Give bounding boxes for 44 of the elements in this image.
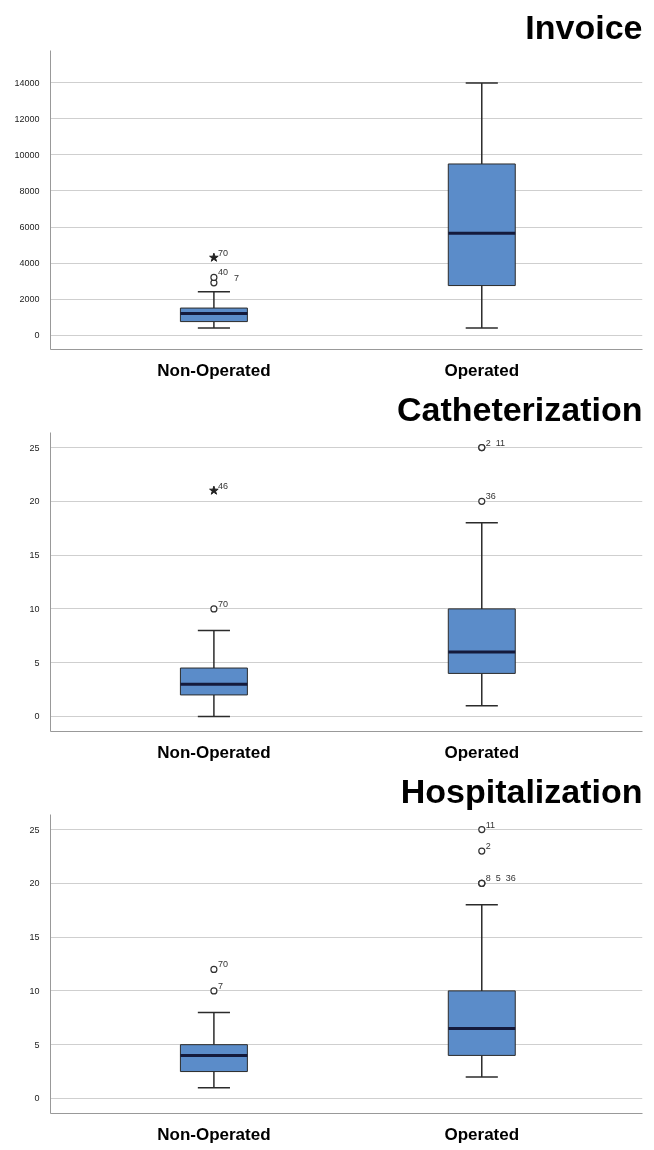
annotation: 40 <box>217 267 228 278</box>
y-tick-label: 20 <box>29 878 40 889</box>
annotation: 46 <box>217 480 228 491</box>
annotation: 8 <box>485 873 491 884</box>
y-tick-label: 15 <box>29 932 40 943</box>
x-tick-label: Operated <box>444 360 520 380</box>
y-tick-label: 0 <box>34 1093 40 1104</box>
y-tick-label: 4000 <box>19 258 40 269</box>
annotation: 70 <box>217 247 228 258</box>
x-tick-label: Non-Operated <box>157 1124 271 1144</box>
y-tick-label: 10000 <box>14 149 40 160</box>
x-tick-label: Operated <box>444 1124 520 1144</box>
y-tick-label: 12000 <box>14 113 40 124</box>
annotation: 70 <box>217 959 228 970</box>
y-tick-label: 10 <box>29 985 40 996</box>
y-tick-label: 20 <box>29 496 40 507</box>
annotation: 36 <box>485 491 496 502</box>
y-tick-label: 10 <box>29 603 40 614</box>
y-tick-label: 25 <box>29 824 40 835</box>
y-tick-label: 5 <box>34 1039 40 1050</box>
x-tick-label: Operated <box>444 742 520 762</box>
y-tick-label: 25 <box>29 442 40 453</box>
annotation: 11 <box>495 437 506 448</box>
annotation: 7 <box>233 272 239 283</box>
annotation: 2 <box>485 437 491 448</box>
annotation: 11 <box>485 819 496 830</box>
x-tick-label: Non-Operated <box>157 742 271 762</box>
chart-title: Hospitalization <box>400 771 643 810</box>
y-tick-label: 2000 <box>19 294 40 305</box>
annotation: 70 <box>217 598 228 609</box>
y-tick-label: 15 <box>29 550 40 561</box>
x-tick-label: Non-Operated <box>157 360 271 380</box>
annotation: 36 <box>505 873 516 884</box>
annotation: 7 <box>217 980 223 991</box>
y-tick-label: 5 <box>34 657 40 668</box>
chart-title: Invoice <box>525 7 643 46</box>
annotation: 2 <box>485 841 491 852</box>
chart-title: Catheterization <box>396 389 643 428</box>
y-tick-label: 0 <box>34 330 40 341</box>
y-tick-label: 6000 <box>19 222 40 233</box>
annotation: 5 <box>495 873 501 884</box>
y-tick-label: 8000 <box>19 185 40 196</box>
y-tick-label: 0 <box>34 711 40 722</box>
y-tick-label: 14000 <box>14 77 40 88</box>
